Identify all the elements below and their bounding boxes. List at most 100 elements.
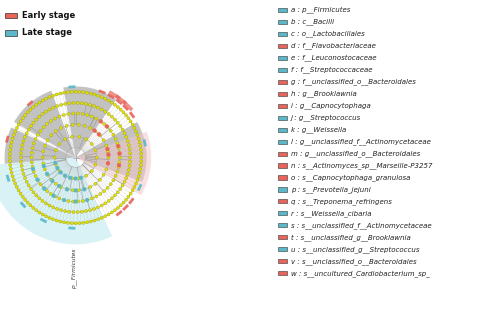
Circle shape [77,123,80,126]
Circle shape [53,156,56,159]
Circle shape [116,170,119,173]
Circle shape [74,222,77,225]
Circle shape [25,132,28,135]
Circle shape [34,137,37,140]
Text: f : f__Streptococcaceae: f : f__Streptococcaceae [291,66,373,73]
Circle shape [54,130,58,133]
Circle shape [48,108,51,111]
Circle shape [52,94,54,97]
Text: r : s__Weissella_cibaria: r : s__Weissella_cibaria [291,210,372,217]
Bar [278,32,287,36]
Bar [68,85,75,89]
Circle shape [119,204,122,207]
Text: h : g__Brooklawnia: h : g__Brooklawnia [291,90,357,97]
Circle shape [110,211,114,214]
Circle shape [26,111,30,114]
Circle shape [123,132,126,135]
Circle shape [70,177,74,180]
Circle shape [126,172,129,175]
Circle shape [81,112,84,116]
Circle shape [42,162,45,165]
Circle shape [54,182,58,185]
Circle shape [41,112,44,116]
Circle shape [24,114,26,117]
Circle shape [114,209,116,212]
Circle shape [44,215,48,218]
Wedge shape [0,158,112,244]
Circle shape [10,141,13,144]
Circle shape [54,117,56,120]
Circle shape [100,216,103,220]
Circle shape [100,108,103,111]
Circle shape [94,117,98,120]
Bar [122,104,129,111]
Circle shape [82,221,85,224]
Circle shape [94,163,97,166]
Circle shape [94,195,98,198]
Circle shape [8,160,12,163]
Circle shape [139,145,142,148]
Circle shape [109,129,112,132]
Text: p__Firmicutes: p__Firmicutes [72,248,77,289]
Bar [278,199,287,203]
Circle shape [127,117,130,120]
Circle shape [127,144,130,146]
Bar [128,198,134,205]
Circle shape [32,191,35,194]
Text: u : s__unclassified_g__Streptococcus: u : s__unclassified_g__Streptococcus [291,246,420,253]
Wedge shape [64,86,116,158]
Circle shape [8,156,12,159]
Circle shape [88,103,92,106]
Circle shape [114,118,116,121]
Circle shape [65,188,68,191]
Circle shape [74,177,78,180]
Circle shape [58,115,61,118]
Text: p : s__Prevotella_jejuni: p : s__Prevotella_jejuni [291,186,371,193]
Circle shape [102,173,105,176]
Circle shape [34,194,38,197]
Circle shape [30,156,33,159]
Circle shape [136,134,139,136]
Text: t : s__unclassified_g__Brooklawnia: t : s__unclassified_g__Brooklawnia [291,234,411,241]
Circle shape [10,145,12,148]
Text: v : s__unclassified_o__Bacteroidales: v : s__unclassified_o__Bacteroidales [291,258,417,265]
Circle shape [100,95,103,99]
Circle shape [96,206,100,209]
Circle shape [140,152,143,155]
Circle shape [34,118,38,121]
Circle shape [58,197,61,200]
Text: d : f__Flavobacteriaceae: d : f__Flavobacteriaceae [291,43,376,49]
Circle shape [131,123,134,126]
Circle shape [10,171,13,174]
Circle shape [70,90,73,93]
Circle shape [121,128,124,131]
Circle shape [71,123,74,126]
Circle shape [72,112,75,115]
Circle shape [50,178,53,181]
Text: q : s__Treponema_refringens: q : s__Treponema_refringens [291,198,392,205]
Circle shape [119,108,122,111]
Text: k : g__Weissella: k : g__Weissella [291,126,346,133]
Circle shape [118,124,122,128]
Circle shape [76,101,79,105]
Circle shape [106,161,110,165]
Circle shape [90,115,94,118]
Circle shape [104,215,106,218]
Circle shape [66,91,70,94]
Circle shape [127,195,130,198]
Circle shape [118,152,122,156]
Circle shape [107,112,110,116]
Circle shape [60,209,62,212]
Circle shape [106,186,109,189]
Circle shape [8,163,12,167]
Circle shape [57,184,61,188]
Circle shape [14,130,16,133]
Bar [278,223,287,227]
Circle shape [65,187,69,191]
Circle shape [62,221,66,224]
Bar [278,20,287,24]
Circle shape [118,161,121,164]
Circle shape [106,147,110,151]
Bar [20,201,26,208]
Circle shape [16,126,18,129]
